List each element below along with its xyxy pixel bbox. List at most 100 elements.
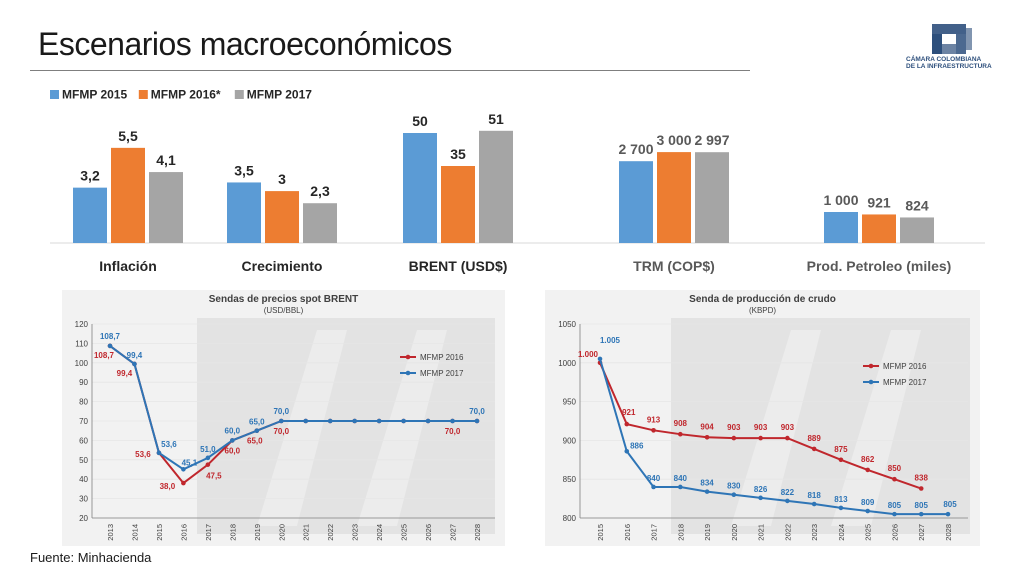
point-label-1: 830	[727, 482, 741, 491]
x-tick-label: 2028	[944, 524, 953, 541]
data-point-1	[892, 511, 897, 517]
series-line-1	[109, 345, 477, 471]
bar-category-label-3: TRM (COP$)	[633, 258, 715, 274]
series-line-1	[599, 358, 948, 516]
y-tick-label: 60	[79, 436, 88, 445]
data-point-1	[132, 361, 137, 367]
bar-1-0	[227, 182, 261, 243]
x-tick-label: 2020	[730, 524, 739, 541]
data-point-0	[892, 476, 897, 482]
data-point-0	[785, 435, 790, 441]
x-tick-label: 2023	[351, 524, 360, 541]
point-label-1: 1.005	[600, 336, 621, 345]
legend-label-0: MFMP 2016	[883, 362, 927, 371]
logo-line-2: DE LA INFRAESTRUCTURA	[906, 63, 992, 70]
point-label-1: 70,0	[469, 407, 485, 416]
logo-text: CÁMARA COLOMBIANA DE LA INFRAESTRUCTURA	[906, 56, 996, 70]
point-label-1: 805	[888, 501, 902, 510]
chart-subtitle: (USD/BBL)	[264, 306, 304, 315]
point-label-0: 65,0	[247, 437, 263, 446]
y-tick-label: 40	[79, 475, 88, 484]
y-tick-label: 70	[79, 417, 88, 426]
legend-label-2: MFMP 2017	[247, 88, 312, 102]
data-point-1	[107, 343, 113, 349]
point-label-0: 1.000	[578, 350, 599, 359]
y-tick-label: 1050	[558, 320, 576, 329]
point-label-0: 875	[834, 445, 848, 454]
data-point-1	[425, 418, 431, 424]
data-point-1	[376, 418, 382, 424]
data-point-1	[205, 455, 211, 461]
x-tick-label: 2022	[326, 524, 335, 541]
x-tick-label: 2015	[596, 524, 605, 541]
bar-value-label-4-1: 921	[867, 194, 891, 210]
y-tick-label: 110	[75, 339, 88, 348]
data-point-1	[474, 418, 480, 424]
x-tick-label: 2016	[623, 524, 632, 541]
bar-category-label-4: Prod. Petroleo (miles)	[807, 258, 952, 274]
bar-0-1	[111, 147, 145, 243]
camara-colombiana-logo	[932, 24, 972, 54]
data-point-0	[838, 457, 844, 463]
bar-value-label-4-0: 1 000	[823, 192, 858, 208]
data-point-0	[704, 434, 710, 440]
point-label-0: 838	[915, 474, 929, 483]
bar-0-0	[73, 187, 107, 243]
data-point-1	[230, 438, 235, 443]
point-label-0: 60,0	[225, 446, 241, 455]
data-point-0	[678, 431, 683, 437]
point-label-0: 38,0	[160, 482, 176, 491]
data-point-1	[278, 418, 284, 424]
point-label-1: 822	[781, 488, 795, 497]
legend-marker-1	[405, 370, 411, 376]
data-point-1	[731, 492, 737, 498]
y-tick-label: 800	[563, 514, 577, 523]
legend-marker-0	[868, 363, 874, 369]
data-point-1	[352, 418, 357, 424]
point-label-1: 840	[674, 474, 688, 483]
bar-category-label-2: BRENT (USD$)	[409, 258, 508, 274]
bar-3-1	[657, 152, 691, 243]
x-tick-label: 2021	[757, 524, 766, 541]
point-label-1: 51,0	[200, 445, 216, 454]
data-point-1	[254, 428, 260, 433]
x-tick-label: 2019	[703, 524, 712, 541]
data-point-1	[303, 418, 309, 424]
point-label-1: 826	[754, 485, 768, 494]
y-tick-label: 120	[75, 320, 89, 329]
x-tick-label: 2025	[400, 524, 409, 541]
bar-4-1	[862, 214, 896, 243]
watermark-shape	[257, 330, 347, 526]
bar-3-0	[619, 161, 653, 243]
bar-3-2	[695, 152, 729, 243]
point-label-0: 903	[727, 423, 741, 432]
point-label-0: 921	[622, 408, 636, 417]
chart-title: Sendas de precios spot BRENT	[209, 294, 358, 305]
data-point-1	[865, 508, 870, 514]
y-tick-label: 80	[79, 398, 88, 407]
legend-label-0: MFMP 2015	[62, 88, 127, 102]
logo-line-1: CÁMARA COLOMBIANA	[906, 56, 982, 63]
chart-shaded-region	[671, 318, 970, 534]
bar-2-0	[403, 133, 437, 243]
data-point-0	[205, 462, 211, 467]
x-tick-label: 2021	[302, 524, 311, 541]
point-label-1: 818	[807, 491, 821, 500]
y-tick-label: 20	[79, 514, 88, 523]
y-tick-label: 50	[79, 456, 88, 465]
data-point-1	[181, 467, 186, 472]
point-label-0: 99,4	[117, 369, 133, 378]
x-tick-label: 2019	[253, 524, 262, 541]
legend-swatch-1	[138, 90, 148, 99]
chart-shaded-region	[197, 318, 495, 534]
data-point-1	[401, 418, 406, 424]
point-label-0: 862	[861, 455, 875, 464]
x-tick-label: 2014	[130, 524, 139, 541]
source-note: Fuente: Minhacienda	[30, 550, 152, 565]
bar-value-label-3-2: 2 997	[694, 132, 729, 148]
data-point-1	[945, 511, 951, 517]
point-label-1: 840	[647, 474, 661, 483]
bar-value-label-2-2: 51	[488, 111, 504, 127]
legend-label-0: MFMP 2016	[420, 353, 464, 362]
point-label-1: 53,6	[161, 440, 177, 449]
